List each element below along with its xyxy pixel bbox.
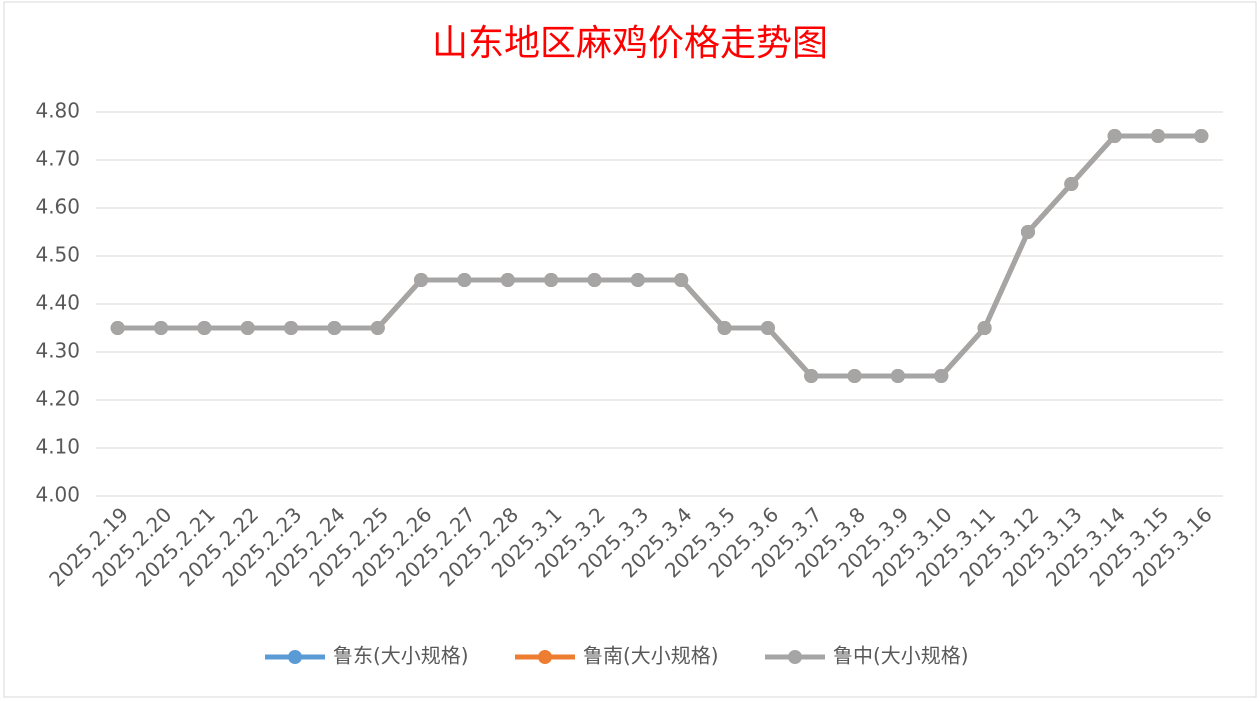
y-tick-label: 4.10 (35, 435, 80, 459)
data-point (1107, 129, 1122, 143)
data-point (890, 369, 905, 383)
y-tick-label: 4.60 (35, 195, 80, 219)
legend-label: 鲁南(大小规格) (583, 644, 719, 668)
data-point (1020, 225, 1035, 239)
chart-title: 山东地区麻鸡价格走势图 (432, 23, 828, 64)
legend-label: 鲁中(大小规格) (833, 644, 969, 668)
y-tick-label: 4.00 (35, 483, 80, 507)
legend-marker (538, 650, 552, 664)
y-tick-label: 4.40 (35, 291, 80, 315)
data-point (804, 369, 819, 383)
data-point (154, 321, 169, 335)
data-point (1194, 129, 1209, 143)
data-point (847, 369, 862, 383)
y-tick-label: 4.20 (35, 387, 80, 411)
chart-frame (3, 1, 1257, 698)
legend-marker (788, 650, 802, 664)
data-point (110, 321, 125, 335)
y-tick-label: 4.70 (35, 147, 80, 171)
y-tick-label: 4.50 (35, 243, 80, 267)
legend-label: 鲁东(大小规格) (333, 644, 469, 668)
data-point (934, 369, 949, 383)
legend-item: 鲁东(大小规格) (265, 644, 469, 668)
data-point (587, 273, 602, 287)
data-point (457, 273, 472, 287)
data-point (977, 321, 992, 335)
series-line (117, 133, 1202, 379)
data-point (1064, 177, 1079, 191)
y-tick-label: 4.30 (35, 339, 80, 363)
data-point (414, 273, 429, 287)
data-point (197, 321, 212, 335)
legend-item: 鲁中(大小规格) (765, 644, 969, 668)
data-point (284, 321, 299, 335)
data-point (327, 321, 342, 335)
data-point (630, 273, 645, 287)
y-tick-label: 4.80 (35, 99, 80, 123)
legend-item: 鲁南(大小规格) (515, 644, 719, 668)
data-point (240, 321, 255, 335)
data-point (674, 273, 689, 287)
data-point (500, 273, 515, 287)
data-point (370, 321, 385, 335)
data-point (544, 273, 559, 287)
data-point (760, 321, 775, 335)
data-point (1150, 129, 1165, 143)
legend-marker (288, 650, 302, 664)
data-point (717, 321, 732, 335)
